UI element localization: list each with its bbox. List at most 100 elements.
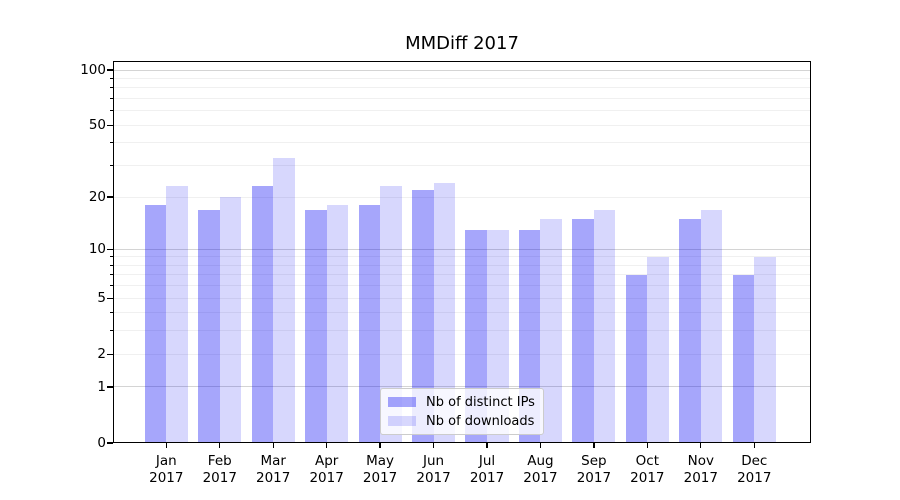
x-tick-label-apr-2017: Apr 2017 <box>309 453 344 486</box>
y-tick-50 <box>106 124 113 126</box>
x-tick-feb <box>219 443 221 448</box>
y-minortick-30 <box>109 165 113 167</box>
y-minortick-4 <box>109 312 113 314</box>
bar-distinct-ips-mar <box>251 186 274 443</box>
bar-distinct-ips-jan <box>144 205 167 443</box>
y-minortick-9 <box>109 256 113 258</box>
chart-title: MMDiff 2017 <box>405 33 519 54</box>
x-tick-jul <box>486 443 488 448</box>
gridline-minor-3 <box>113 330 811 332</box>
y-minortick-7 <box>109 274 113 276</box>
gridline-minor-2 <box>113 353 811 355</box>
bar-downloads-may <box>380 186 402 443</box>
gridline-minor-5 <box>113 297 811 299</box>
bar-distinct-ips-apr <box>305 209 327 443</box>
gridline-minor-90 <box>113 78 811 80</box>
legend-item-downloads: Nb of downloads <box>388 414 536 429</box>
gridline-minor-7 <box>113 274 811 276</box>
bar-distinct-ips-oct <box>625 275 648 443</box>
legend-item-distinct-ips: Nb of distinct IPs <box>388 395 536 410</box>
gridline-major-1 <box>113 386 811 388</box>
gridline-minor-40 <box>113 142 811 144</box>
y-tick-label-5: 5 <box>97 290 106 307</box>
bar-distinct-ips-dec <box>732 275 755 443</box>
y-minortick-3 <box>109 330 113 332</box>
x-tick-label-dec-2017: Dec 2017 <box>737 453 772 486</box>
x-tick-oct <box>646 443 648 448</box>
legend-label-downloads: Nb of downloads <box>426 413 535 429</box>
x-tick-dec <box>753 443 755 448</box>
y-tick-label-10: 10 <box>88 241 106 258</box>
y-tick-5 <box>106 297 113 299</box>
bar-downloads-jan <box>166 186 188 443</box>
gridline-minor-30 <box>113 165 811 167</box>
gridline-minor-4 <box>113 312 811 314</box>
x-tick-jun <box>432 443 435 448</box>
gridline-minor-70 <box>113 98 811 100</box>
y-tick-0 <box>106 442 113 444</box>
x-tick-aug <box>539 443 542 448</box>
x-tick-label-jan-2017: Jan 2017 <box>149 453 184 486</box>
bar-downloads-feb <box>219 197 242 443</box>
legend-swatch-downloads <box>388 416 416 426</box>
y-minortick-90 <box>109 78 113 80</box>
bar-distinct-ips-sep <box>572 219 594 443</box>
y-tick-label-50: 50 <box>88 117 106 134</box>
x-tick-label-jul-2017: Jul 2017 <box>469 453 505 486</box>
x-tick-apr <box>326 443 328 448</box>
bar-distinct-ips-feb <box>198 209 220 443</box>
y-tick-2 <box>106 353 113 355</box>
bar-downloads-nov <box>700 209 723 443</box>
y-minortick-70 <box>109 98 113 100</box>
bar-downloads-sep <box>593 209 616 443</box>
gridline-minor-60 <box>113 110 811 112</box>
gridline-minor-8 <box>113 264 811 266</box>
y-tick-label-2: 2 <box>97 346 106 363</box>
x-tick-label-jun-2017: Jun 2017 <box>416 453 451 486</box>
x-tick-label-sep-2017: Sep 2017 <box>576 453 612 486</box>
bar-downloads-jun <box>433 182 456 443</box>
x-tick-label-feb-2017: Feb 2017 <box>202 453 237 486</box>
y-tick-10 <box>106 248 113 250</box>
x-tick-label-oct-2017: Oct 2017 <box>630 453 665 486</box>
gridline-minor-9 <box>113 256 811 258</box>
y-tick-100 <box>106 69 113 71</box>
y-minortick-8 <box>109 264 113 266</box>
bar-distinct-ips-jun <box>411 189 434 443</box>
bar-downloads-apr <box>326 205 349 443</box>
y-tick-label-0: 0 <box>97 435 106 451</box>
y-tick-1 <box>106 386 113 388</box>
gridline-major-10 <box>113 248 811 250</box>
y-tick-label-100: 100 <box>80 62 106 79</box>
x-tick-mar <box>272 443 274 448</box>
x-tick-nov <box>700 443 702 448</box>
y-tick-label-1: 1 <box>97 378 106 395</box>
gridline-minor-50 <box>113 124 811 126</box>
y-tick-20 <box>106 196 113 198</box>
x-tick-label-nov-2017: Nov 2017 <box>683 453 718 486</box>
bar-distinct-ips-nov <box>679 219 701 443</box>
bar-downloads-oct <box>647 257 669 443</box>
x-tick-label-may-2017: May 2017 <box>362 453 398 486</box>
y-minortick-40 <box>109 142 113 144</box>
gridline-minor-80 <box>113 87 811 89</box>
legend: Nb of distinct IPs Nb of downloads <box>380 388 544 435</box>
gridline-minor-6 <box>113 285 811 287</box>
bar-downloads-aug <box>540 219 563 443</box>
bar-distinct-ips-may <box>358 205 381 443</box>
y-minortick-80 <box>109 87 113 89</box>
gridline-minor-20 <box>113 196 811 198</box>
x-tick-label-aug-2017: Aug 2017 <box>523 453 558 486</box>
bar-downloads-dec <box>754 257 776 443</box>
plot-area: Nb of distinct IPs Nb of downloads <box>113 61 811 443</box>
y-tick-label-20: 20 <box>88 189 106 205</box>
x-tick-sep <box>593 443 595 448</box>
y-minortick-6 <box>109 285 113 287</box>
y-minortick-60 <box>109 110 113 112</box>
legend-swatch-distinct-ips <box>388 397 416 407</box>
bar-downloads-mar <box>273 158 295 443</box>
x-tick-may <box>379 443 381 448</box>
x-tick-label-mar-2017: Mar 2017 <box>256 453 291 486</box>
legend-label-distinct-ips: Nb of distinct IPs <box>426 394 535 410</box>
